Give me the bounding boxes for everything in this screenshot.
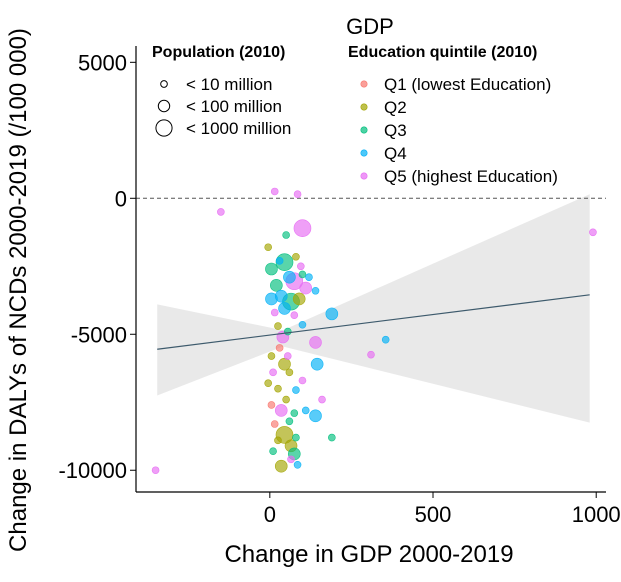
data-point — [298, 376, 307, 385]
population-legend-entries: < 10 million < 100 million < 1000 million — [155, 75, 291, 138]
data-point — [274, 404, 288, 417]
data-point — [274, 436, 282, 445]
data-point — [310, 357, 324, 371]
data-point — [274, 384, 282, 393]
color-legend-label: Q4 — [384, 144, 407, 163]
x-axis-label: Change in GDP 2000-2019 — [224, 541, 513, 568]
data-point — [267, 352, 276, 360]
data-point — [264, 379, 272, 388]
data-point — [325, 307, 339, 321]
confidence-band — [157, 194, 590, 423]
data-point — [283, 327, 292, 336]
y-tick-label: 0 — [115, 186, 127, 211]
data-point — [292, 433, 300, 442]
data-point — [217, 208, 225, 216]
y-tick-label: -5000 — [71, 322, 127, 347]
tick-layer: 0 500 1000 5000 0 -5000 -10000 — [58, 50, 620, 527]
data-point — [299, 281, 313, 295]
data-point — [270, 308, 279, 317]
population-legend-title: Population (2010) — [152, 44, 285, 61]
data-point — [292, 292, 306, 306]
data-point — [301, 406, 310, 415]
data-point — [151, 466, 160, 475]
chart-title: GDP — [346, 14, 394, 39]
size-legend-label: < 100 million — [186, 97, 282, 116]
data-point — [292, 252, 300, 261]
confidence-band-layer — [157, 194, 590, 423]
x-tick-label: 1000 — [572, 502, 621, 527]
data-point — [293, 219, 312, 238]
size-legend-key — [160, 80, 168, 88]
data-point — [267, 401, 276, 409]
data-point — [328, 433, 336, 442]
color-legend-label: Q5 (highest Education) — [384, 167, 558, 186]
data-point — [283, 270, 296, 284]
data-point — [282, 395, 290, 404]
trend-line — [157, 294, 590, 350]
data-point — [285, 417, 294, 426]
color-legend-key — [360, 126, 368, 134]
size-legend-key — [157, 99, 171, 113]
data-point — [298, 320, 307, 329]
data-point — [278, 357, 291, 371]
data-point — [297, 262, 305, 271]
data-point — [269, 447, 277, 456]
size-legend-label: < 1000 million — [186, 119, 291, 138]
trend-line-layer — [157, 294, 590, 350]
data-point — [298, 270, 307, 279]
x-tick-label: 500 — [415, 502, 452, 527]
y-axis-label: Change in DALYs of NCDs 2000-2019 (/100 … — [5, 28, 32, 552]
color-legend-label: Q1 (lowest Education) — [384, 75, 551, 94]
data-point — [270, 187, 279, 196]
data-point — [381, 335, 390, 344]
data-point — [270, 420, 279, 428]
data-point — [290, 409, 299, 417]
data-point — [285, 368, 294, 377]
axes — [135, 46, 606, 493]
color-legend-label: Q3 — [384, 121, 407, 140]
data-point — [318, 395, 326, 404]
data-points-layer — [151, 187, 597, 475]
color-legend-key — [360, 172, 368, 180]
data-point — [274, 459, 288, 473]
data-point — [309, 336, 322, 349]
education-legend-entries: Q1 (lowest Education) Q2 Q3 Q4 Q5 (highest E… — [360, 75, 558, 186]
data-point — [282, 231, 290, 239]
color-legend-key — [360, 103, 368, 111]
x-tick-label: 0 — [264, 502, 276, 527]
data-point — [270, 279, 283, 292]
data-point — [274, 289, 288, 303]
color-legend-label: Q2 — [384, 98, 407, 117]
data-point — [274, 322, 282, 330]
data-point — [293, 461, 302, 469]
y-tick-label: 5000 — [78, 50, 127, 75]
data-point — [367, 350, 375, 359]
data-point — [589, 228, 597, 237]
data-point — [275, 257, 284, 265]
data-point — [305, 273, 313, 281]
color-legend-key — [360, 149, 368, 157]
data-point — [287, 455, 295, 464]
data-point — [311, 286, 320, 295]
education-legend-title: Education quintile (2010) — [348, 44, 537, 61]
data-point — [275, 344, 284, 352]
y-tick-label: -10000 — [58, 458, 127, 483]
color-legend-key — [360, 80, 368, 88]
data-point — [265, 262, 278, 276]
data-point — [283, 352, 292, 360]
size-legend-key — [155, 119, 173, 137]
population-legend: Population (2010) < 10 million < 100 mill… — [152, 44, 291, 138]
data-point — [293, 190, 302, 199]
data-point — [264, 243, 272, 252]
size-legend-label: < 10 million — [186, 75, 272, 94]
data-point — [290, 311, 299, 320]
data-point — [309, 409, 322, 423]
data-point — [278, 302, 291, 315]
data-point — [292, 386, 300, 394]
data-point — [269, 368, 277, 377]
education-legend: Education quintile (2010) Q1 (lowest Edu… — [348, 44, 558, 186]
